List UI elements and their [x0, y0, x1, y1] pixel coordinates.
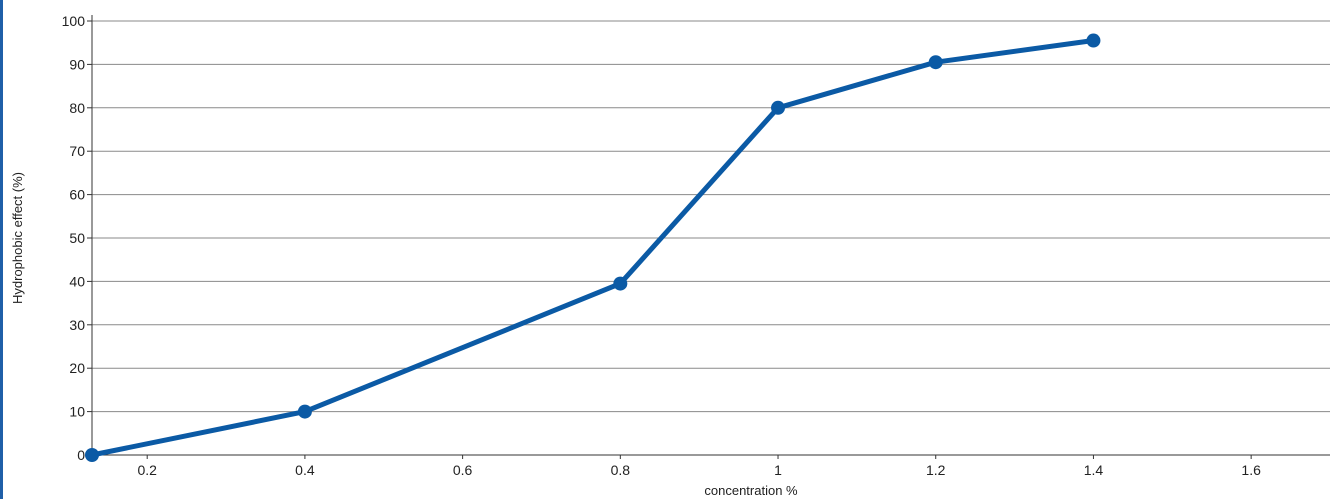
x-tick-label: 0.6	[453, 462, 473, 478]
y-tick-label: 0	[77, 447, 85, 463]
y-tick-label: 70	[69, 143, 85, 159]
x-tick-label: 0.8	[611, 462, 631, 478]
x-tick-labels: 0.2 0.4 0.6 0.8 1 1.2 1.4 1.6	[137, 462, 1261, 478]
data-point	[1086, 33, 1101, 48]
grid-lines	[92, 20, 1330, 413]
y-tick-label: 10	[69, 404, 85, 420]
y-tick-labels: 0 10 20 30 40 50 60 70 80 90 100	[62, 13, 86, 463]
series-line	[89, 38, 1096, 458]
y-tick-label: 90	[69, 56, 85, 72]
y-tick-label: 100	[62, 13, 86, 29]
x-tick-label: 1.4	[1084, 462, 1104, 478]
y-tick-label: 50	[69, 230, 85, 246]
data-point	[297, 404, 312, 419]
y-tick-label: 80	[69, 100, 85, 116]
data-point	[613, 276, 628, 291]
y-tick-label: 20	[69, 360, 85, 376]
y-tick-label: 60	[69, 187, 85, 203]
x-tick-label: 1.2	[926, 462, 946, 478]
y-axis-label: Hydrophobic effect (%)	[10, 172, 25, 304]
x-tick-label: 0.2	[137, 462, 157, 478]
x-tick-label: 0.4	[295, 462, 315, 478]
data-point	[928, 55, 943, 70]
y-tick-label: 40	[69, 273, 85, 289]
data-point	[85, 448, 99, 462]
series-layer	[85, 33, 1101, 462]
axes	[87, 15, 1330, 459]
x-tick-label: 1.6	[1241, 462, 1261, 478]
data-point	[771, 100, 786, 115]
x-tick-label: 1	[774, 462, 782, 478]
y-tick-label: 30	[69, 317, 85, 333]
left-accent-rule	[0, 0, 3, 499]
x-axis-label: concentration %	[704, 483, 798, 498]
